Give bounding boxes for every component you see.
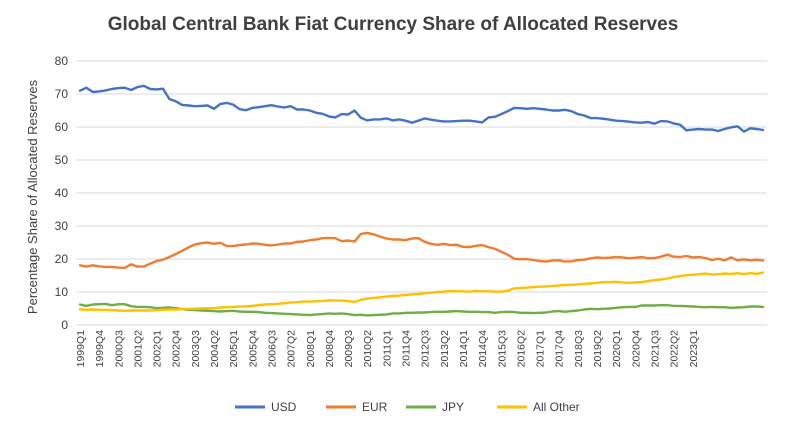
series-line-eur [78, 231, 765, 270]
x-tick-label: 2011Q1 [381, 330, 393, 367]
y-tick-label: 60 [55, 120, 69, 134]
legend-label: EUR [362, 400, 388, 414]
chart-title: Global Central Bank Fiat Currency Share … [107, 14, 679, 35]
x-tick-label: 2022Q2 [669, 330, 681, 368]
y-axis-ticks: 0 10 20 30 40 50 60 70 80 [55, 54, 69, 332]
x-tick-label: 2023Q1 [688, 330, 700, 368]
x-tick-label: 1999Q1 [75, 330, 87, 368]
series-lines [78, 84, 765, 317]
y-tick-label: 30 [55, 219, 69, 233]
y-tick-label: 0 [61, 318, 68, 332]
series-line-usd [78, 84, 765, 133]
x-tick-label: 2015Q3 [496, 330, 508, 368]
x-tick-label: 2020Q4 [630, 330, 642, 368]
x-axis-ticks: 1999Q1 1999Q4 2000Q3 2001Q2 2002Q1 2002Q4 2003… [75, 330, 700, 368]
x-tick-label: 2014Q4 [477, 330, 489, 368]
x-tick-label: 2003Q3 [190, 330, 202, 368]
x-tick-label: 2002Q4 [171, 330, 183, 368]
legend: USD EUR JPY All Other [235, 400, 580, 414]
x-tick-label: 2004Q2 [209, 330, 221, 368]
x-tick-label: 2001Q2 [132, 330, 144, 368]
legend-label: USD [271, 400, 297, 414]
x-tick-label: 2005Q1 [228, 330, 240, 368]
x-tick-label: 2021Q3 [649, 330, 661, 368]
x-tick-label: 2002Q1 [152, 330, 164, 368]
x-tick-label: 2005Q4 [247, 330, 259, 368]
x-tick-label: 2011Q4 [401, 330, 413, 367]
legend-label: All Other [533, 400, 580, 414]
x-tick-label: 2007Q2 [286, 330, 298, 368]
y-tick-label: 40 [55, 186, 69, 200]
x-tick-label: 2008Q4 [324, 330, 336, 368]
x-tick-label: 2000Q3 [113, 330, 125, 368]
series-line-jpy [78, 302, 765, 317]
legend-label: JPY [442, 400, 464, 414]
x-tick-label: 2017Q4 [554, 330, 566, 368]
y-tick-label: 50 [55, 153, 69, 167]
x-tick-label: 2020Q1 [611, 330, 623, 368]
y-axis-title: Percentage Share of Allocated Reserves [25, 79, 40, 314]
x-tick-label: 2018Q3 [573, 330, 585, 368]
x-tick-label: 2008Q1 [305, 330, 317, 368]
x-tick-label: 2016Q2 [515, 330, 527, 368]
x-tick-label: 1999Q4 [94, 330, 106, 368]
gridlines [76, 60, 767, 326]
x-tick-label: 2019Q2 [592, 330, 604, 368]
x-tick-label: 2017Q1 [535, 330, 547, 368]
y-tick-label: 20 [55, 252, 69, 266]
y-tick-label: 10 [55, 285, 69, 299]
x-tick-label: 2014Q1 [458, 330, 470, 368]
x-tick-label: 2010Q2 [362, 330, 374, 368]
x-tick-label: 2013Q2 [439, 330, 451, 368]
y-tick-label: 80 [55, 54, 69, 68]
y-tick-label: 70 [55, 87, 69, 101]
x-tick-label: 2012Q3 [420, 330, 432, 368]
x-tick-label: 2006Q3 [266, 330, 278, 368]
series-line-all-other [78, 271, 765, 312]
x-tick-label: 2009Q3 [343, 330, 355, 368]
